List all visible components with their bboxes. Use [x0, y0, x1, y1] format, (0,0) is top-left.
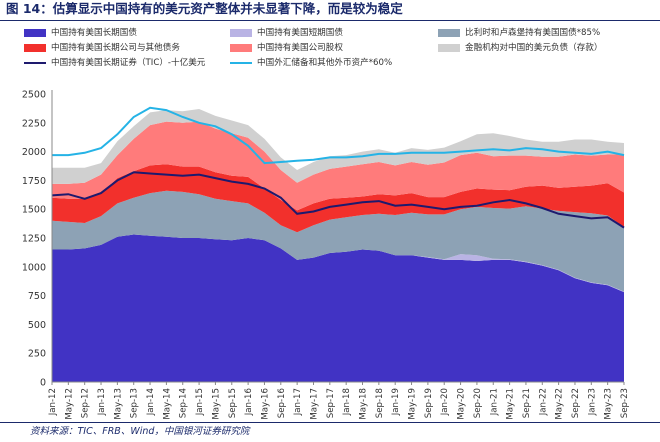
legend-label: 中国持有美国短期国债 — [257, 28, 343, 38]
x-tick-label: Jan-19 — [391, 388, 401, 416]
legend-label: 中国外汇储备和其他外币资产*60% — [257, 58, 393, 68]
x-tick-label: Sep-17 — [326, 388, 336, 418]
x-tick-label: Sep-15 — [228, 388, 238, 418]
x-tick-label: Jan-18 — [342, 388, 352, 416]
x-tick-label: Sep-21 — [522, 388, 532, 418]
legend-swatch — [24, 44, 46, 52]
x-tick-label: Sep-22 — [571, 388, 581, 418]
legend-swatch — [24, 62, 46, 64]
x-tick-label: May-12 — [64, 388, 74, 420]
y-tick-label: 2000 — [22, 147, 46, 158]
area-series — [52, 121, 624, 211]
x-tick-label: May-22 — [555, 388, 565, 420]
stacked-area-chart: 0 250 500 750 1000 1250 1500 1750 2000 2250 2500 Ja… — [22, 90, 630, 420]
x-tick-label: Jan-15 — [195, 388, 205, 416]
chart-title: 图 14：估算显示中国持有的美元资产整体并未显著下降，而是较为稳定 — [6, 1, 403, 16]
legend-swatch — [438, 44, 460, 52]
y-tick-label: 0 — [40, 378, 46, 389]
x-tick-label: Jan-22 — [538, 388, 548, 416]
x-tick-label: Jan-13 — [97, 388, 107, 416]
x-tick-label: Sep-20 — [473, 388, 483, 418]
legend-swatch — [230, 62, 252, 64]
source-divider — [0, 422, 660, 423]
x-tick-label: May-17 — [309, 388, 319, 420]
x-tick-label: May-16 — [260, 388, 270, 420]
x-tick-label: Sep-16 — [277, 388, 287, 418]
legend-label: 中国持有美国公司股权 — [257, 43, 343, 53]
legend-label: 中国持有美国长期公司与其他债务 — [51, 43, 180, 53]
x-tick-label: May-15 — [211, 388, 221, 420]
x-tick-label: Jan-14 — [146, 388, 156, 416]
x-tick-label: May-14 — [162, 388, 172, 420]
area-series — [52, 190, 624, 292]
legend-swatch — [230, 29, 252, 37]
x-tick-label: May-18 — [359, 388, 369, 420]
x-tick-label: May-23 — [604, 388, 614, 420]
x-tick-label: Sep-19 — [424, 388, 434, 418]
y-tick-label: 750 — [28, 291, 46, 302]
legend-swatch — [230, 44, 252, 52]
y-tick-label: 2250 — [22, 118, 46, 129]
x-tick-label: Jan-23 — [587, 388, 597, 416]
x-tick-label: Jan-17 — [293, 388, 303, 416]
y-tick-label: 1000 — [22, 262, 46, 273]
x-tick-label: May-13 — [113, 388, 123, 420]
x-tick-label: Jan-12 — [48, 388, 58, 416]
legend-swatch — [24, 29, 46, 37]
x-tick-label: May-19 — [408, 388, 418, 420]
x-tick-label: Sep-13 — [130, 388, 140, 418]
area-series — [52, 234, 624, 382]
x-tick-label: May-21 — [506, 388, 516, 420]
source-note: 资料来源：TIC、FRB、Wind，中国银河证券研究院 — [30, 426, 250, 437]
area-series — [52, 109, 624, 184]
x-tick-label: Jan-16 — [244, 388, 254, 416]
chart-legend: 中国持有美国长期国债 中国持有美国短期国债 比利时和卢森堡持有美国国债*85% 中国持… — [24, 26, 660, 72]
x-tick-label: Sep-14 — [179, 388, 189, 418]
x-tick-label: Jan-21 — [489, 388, 499, 416]
y-tick-label: 250 — [28, 349, 46, 360]
y-tick-label: 500 — [28, 320, 46, 331]
x-tick-label: Sep-18 — [375, 388, 385, 418]
legend-label: 比利时和卢森堡持有美国国债*85% — [465, 28, 601, 38]
y-tick-label: 1250 — [22, 234, 46, 245]
title-divider — [0, 20, 660, 21]
x-tick-label: May-20 — [457, 388, 467, 420]
legend-label: 中国持有美国长期证券（TIC）-十亿美元 — [51, 58, 206, 68]
line-series — [52, 106, 625, 165]
line-series — [51, 171, 625, 229]
legend-label: 金融机构对中国的美元负债（存款） — [465, 43, 603, 53]
y-tick-label: 1500 — [22, 205, 46, 216]
x-tick-label: Sep-23 — [620, 388, 630, 418]
y-tick-label: 2500 — [22, 90, 46, 101]
legend-label: 中国持有美国长期国债 — [51, 28, 137, 38]
legend-swatch — [438, 29, 460, 37]
y-tick-label: 1750 — [22, 176, 46, 187]
x-tick-label: Jan-20 — [440, 388, 450, 416]
x-tick-label: Sep-12 — [81, 388, 91, 418]
